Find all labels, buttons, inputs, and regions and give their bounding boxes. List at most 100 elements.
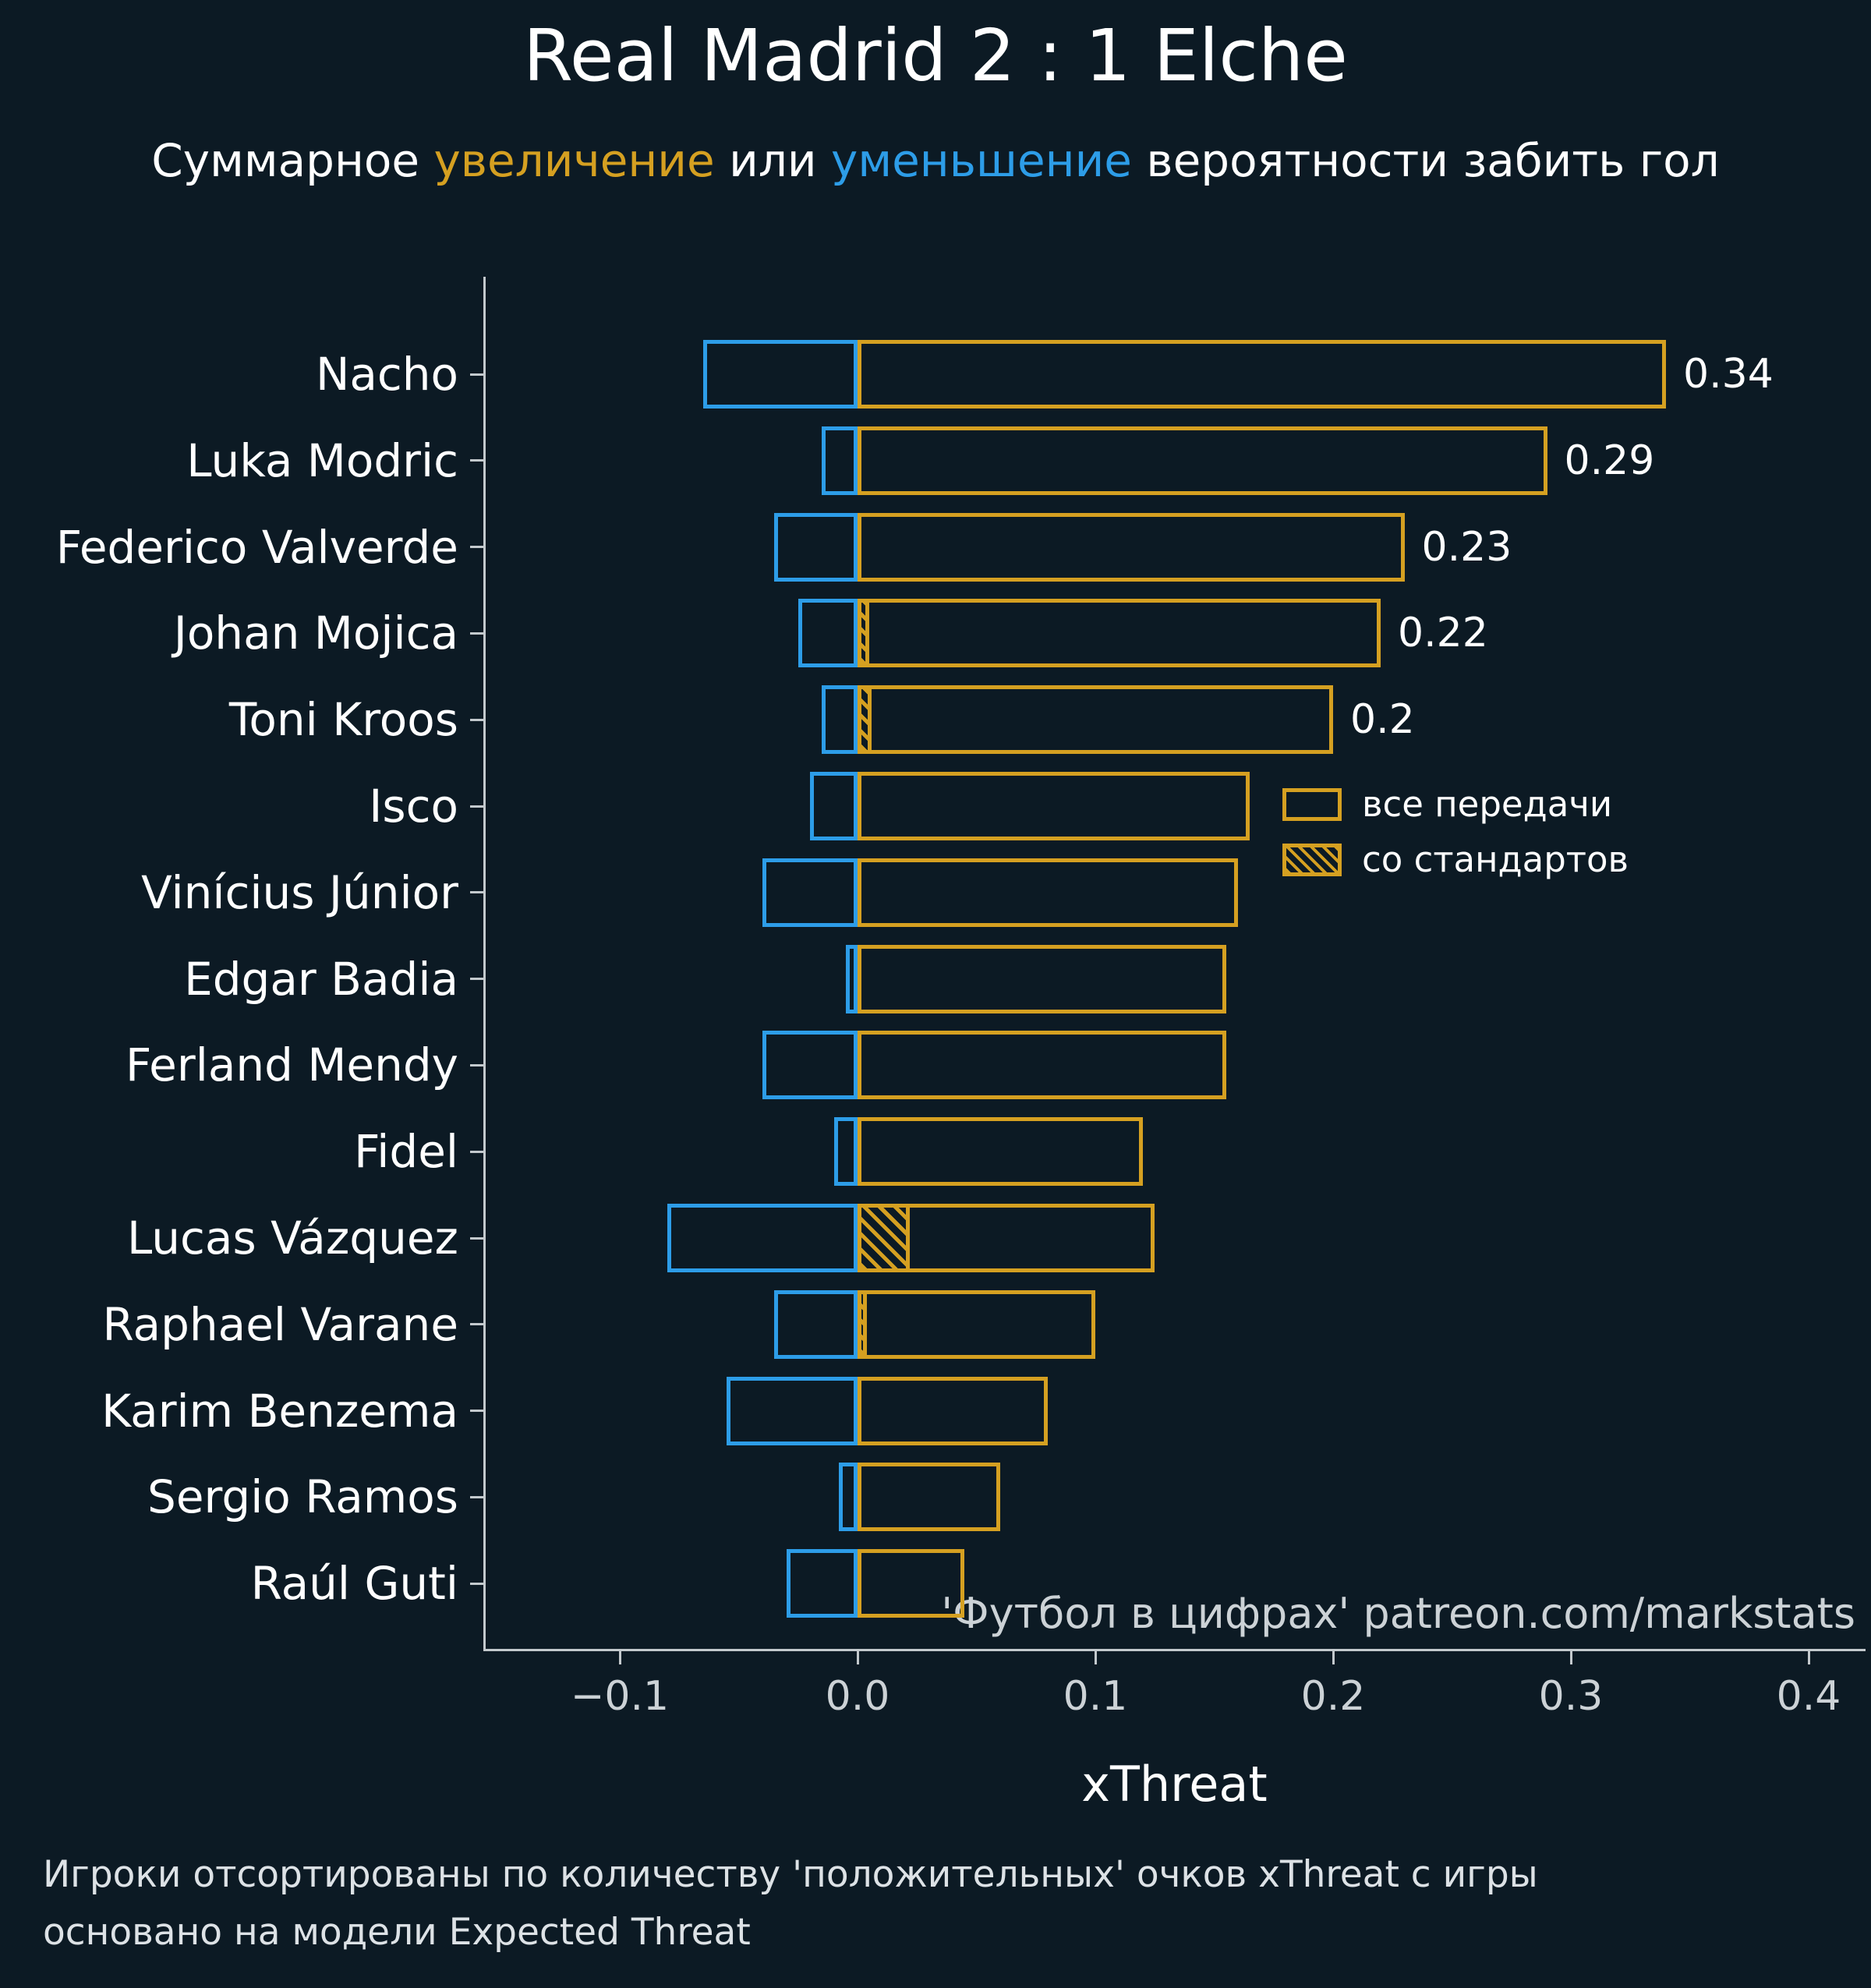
y-tick-label: Lucas Vázquez: [126, 1212, 458, 1265]
legend: все передачи со стандартов: [1282, 784, 1629, 880]
y-tick: [470, 891, 483, 894]
x-tick: [1332, 1651, 1335, 1664]
bar-positive: [858, 1549, 965, 1618]
x-tick-label: 0.4: [1776, 1673, 1841, 1720]
y-tick-label: Raphael Varane: [102, 1297, 458, 1351]
y-tick-label: Vinícius Júnior: [141, 865, 458, 919]
y-tick: [470, 805, 483, 808]
bar-negative: [774, 512, 858, 582]
y-tick: [470, 978, 483, 981]
y-tick-label: Ferland Mendy: [125, 1038, 458, 1092]
x-tick: [1094, 1651, 1097, 1664]
bar-positive: [858, 944, 1226, 1013]
bar-negative: [774, 1289, 858, 1359]
bar-negative: [786, 1549, 858, 1618]
y-tick: [470, 1495, 483, 1498]
x-tick: [618, 1651, 621, 1664]
y-tick-label: Raúl Guti: [250, 1557, 458, 1611]
bar-negative: [762, 858, 858, 927]
x-tick-label: 0.1: [1063, 1673, 1128, 1720]
y-tick: [470, 546, 483, 549]
subtitle-decrease-word: уменьшение: [831, 134, 1132, 187]
legend-swatch-all-passes: [1282, 787, 1342, 821]
watermark-text: 'Футбол в цифрах' patreon.com/markstats: [941, 1589, 1855, 1638]
y-tick-label: Federico Valverde: [55, 520, 458, 574]
bar-negative: [762, 1031, 858, 1100]
x-axis-spine: [483, 1649, 1866, 1651]
bar-negative: [667, 1204, 858, 1272]
x-tick: [1807, 1651, 1810, 1664]
subtitle-increase-word: увеличение: [433, 134, 715, 187]
bar-negative: [833, 1117, 858, 1187]
bar-negative: [838, 1463, 858, 1532]
bar-negative: [822, 685, 858, 755]
bar-set-piece: [858, 1289, 868, 1359]
page-title: Real Madrid 2 : 1 Elche: [523, 14, 1348, 97]
y-tick: [470, 1063, 483, 1067]
bar-set-piece: [858, 599, 870, 668]
y-tick: [470, 1323, 483, 1326]
bar-positive: [858, 858, 1238, 927]
bar-value-label: 0.2: [1350, 696, 1415, 744]
page-subtitle: Суммарное увеличение или уменьшение веро…: [0, 134, 1871, 187]
y-tick: [470, 1236, 483, 1240]
bar-negative: [702, 340, 858, 409]
x-axis-label: xThreat: [1081, 1756, 1268, 1813]
bar-positive: [858, 1031, 1226, 1100]
bar-negative: [727, 1376, 858, 1445]
subtitle-prefix: Суммарное: [151, 134, 434, 187]
bar-positive: [858, 512, 1405, 582]
y-tick-label: Karim Benzema: [101, 1384, 458, 1438]
legend-label-set-pieces: со стандартов: [1362, 839, 1629, 880]
legend-label-all-passes: все передачи: [1362, 784, 1613, 825]
legend-row-set-pieces: со стандартов: [1282, 839, 1629, 880]
bar-positive: [858, 1117, 1143, 1187]
y-axis-spine: [483, 277, 486, 1651]
bar-positive: [858, 685, 1333, 755]
x-tick-label: 0.2: [1300, 1673, 1366, 1720]
x-tick-label: 0.0: [825, 1673, 890, 1720]
y-tick-label: Luka Modric: [186, 433, 458, 487]
bar-set-piece: [858, 685, 872, 755]
y-tick-label: Isco: [369, 780, 458, 833]
x-tick: [1569, 1651, 1572, 1664]
y-tick-label: Johan Mojica: [173, 607, 458, 660]
bar-value-label: 0.23: [1421, 523, 1512, 571]
y-tick-label: Sergio Ramos: [147, 1470, 458, 1524]
bar-negative: [798, 599, 858, 668]
y-tick: [470, 459, 483, 462]
y-tick: [470, 1410, 483, 1413]
footnote-line-2: основано на модели Expected Threat: [43, 1911, 751, 1954]
y-tick: [470, 373, 483, 376]
y-tick: [470, 1582, 483, 1585]
y-tick-label: Fidel: [354, 1125, 458, 1179]
bar-negative: [845, 944, 858, 1013]
bar-value-label: 0.29: [1564, 437, 1655, 484]
bar-positive: [858, 599, 1381, 668]
footnote-line-1: Игроки отсортированы по количеству 'поло…: [43, 1853, 1538, 1896]
bar-positive: [858, 772, 1250, 840]
footnote: Игроки отсортированы по количеству 'поло…: [43, 1846, 1538, 1961]
x-tick-label: −0.1: [570, 1673, 670, 1720]
subtitle-middle: или: [714, 134, 832, 187]
legend-swatch-set-pieces: [1282, 843, 1342, 876]
bar-set-piece: [858, 1204, 911, 1272]
y-tick-label: Nacho: [315, 348, 458, 401]
x-tick-label: 0.3: [1538, 1673, 1604, 1720]
legend-row-all-passes: все передачи: [1282, 784, 1629, 825]
bar-negative: [810, 772, 858, 840]
bar-value-label: 0.22: [1398, 610, 1488, 657]
bar-positive: [858, 1289, 1095, 1359]
bar-value-label: 0.34: [1683, 351, 1774, 398]
y-tick-label: Toni Kroos: [228, 693, 458, 747]
subtitle-suffix: вероятности забить гол: [1131, 134, 1720, 187]
bar-negative: [822, 426, 858, 495]
y-tick-label: Edgar Badia: [184, 952, 458, 1006]
y-tick: [470, 631, 483, 635]
bar-positive: [858, 340, 1666, 409]
bar-positive: [858, 1463, 1000, 1532]
x-tick: [856, 1651, 859, 1664]
bar-positive: [858, 426, 1547, 495]
